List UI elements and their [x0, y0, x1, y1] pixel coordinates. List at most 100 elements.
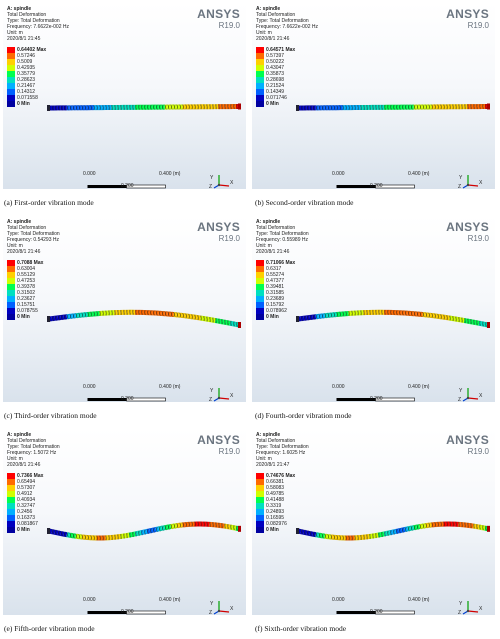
mesh-line	[90, 311, 93, 317]
legend-swatch	[256, 284, 264, 290]
mesh-line	[475, 524, 478, 530]
legend-value: 0 Min	[17, 101, 30, 107]
legend-value: 0.23689	[266, 296, 285, 302]
viewport[interactable]: A: spindle Total Deformation Type: Total D…	[252, 216, 495, 402]
mesh-line	[226, 320, 229, 326]
mesh-line	[220, 319, 223, 325]
mesh-line	[134, 531, 137, 537]
spindle-model[interactable]	[252, 429, 495, 615]
viewport[interactable]: A: spindle Total Deformation Type: Total D…	[3, 216, 246, 402]
legend-entry: 0.4912	[7, 491, 43, 497]
legend-swatch	[7, 491, 15, 497]
mesh-line	[218, 104, 220, 110]
legend-value: 0.50222	[266, 59, 285, 65]
mesh-line	[158, 526, 161, 532]
mesh-line	[472, 104, 475, 110]
mesh-line	[185, 313, 188, 319]
legend-swatch	[7, 485, 15, 491]
viewport[interactable]: A: spindle Total Deformation Type: Total D…	[3, 3, 246, 189]
spindle-segment	[478, 320, 483, 327]
spindle-model[interactable]	[252, 3, 495, 189]
ansys-logo: ANSYS R19.0	[446, 221, 489, 244]
mesh-line	[203, 315, 206, 322]
legend-entry: 0.16595	[256, 515, 295, 521]
spindle-model[interactable]	[252, 216, 495, 402]
viewport[interactable]: A: spindle Total Deformation Type: Total D…	[252, 3, 495, 189]
legend-entry: 0.5009	[7, 59, 46, 65]
mesh-line	[351, 310, 354, 316]
mesh-line	[306, 315, 309, 321]
panel-caption: (d) Fourth-order vibration mode	[255, 411, 352, 420]
legend-entry: 0.23627	[7, 296, 43, 302]
mesh-line	[348, 105, 351, 111]
mesh-line	[140, 309, 143, 315]
mesh-line	[66, 105, 69, 111]
mesh-line	[404, 310, 407, 316]
triad-icon: YZ X	[458, 388, 483, 402]
mesh-line	[464, 104, 466, 110]
mesh-line	[203, 104, 206, 110]
viewport[interactable]: A: spindle Total Deformation Type: Total D…	[3, 429, 246, 615]
header-title: A: spindle	[7, 6, 32, 12]
legend-value: 0.41488	[266, 497, 285, 503]
spindle-end	[47, 105, 50, 111]
mesh-line	[401, 310, 404, 316]
spindle-end	[487, 322, 490, 328]
legend-value: 0.47253	[17, 278, 36, 284]
spindle-model[interactable]	[3, 216, 246, 402]
mesh-line	[452, 521, 455, 527]
header-freq: Frequency: 7.6622e-002 Hz	[7, 24, 69, 30]
scale-seg-dark	[336, 611, 376, 614]
mesh-line	[300, 105, 303, 111]
mesh-line	[449, 104, 452, 110]
spindle-model[interactable]	[3, 3, 246, 189]
mesh-line	[170, 311, 173, 317]
legend-swatch	[256, 473, 264, 479]
legend-swatch	[256, 71, 264, 77]
mesh-line	[413, 311, 416, 317]
triad-origin	[217, 396, 221, 400]
spindle-model[interactable]	[3, 429, 246, 615]
mesh-line	[102, 310, 105, 316]
mesh-line	[99, 310, 102, 317]
mesh-line	[306, 105, 309, 111]
legend-entry: 0 Min	[256, 314, 295, 320]
triad-y-label: Y	[210, 388, 214, 394]
mesh-line	[84, 312, 87, 318]
mesh-line	[333, 105, 336, 111]
panel-caption: (f) Sixth-order vibration mode	[255, 624, 347, 633]
legend-swatch	[256, 527, 264, 533]
viewport[interactable]: A: spindle Total Deformation Type: Total D…	[252, 429, 495, 615]
mesh-line	[128, 309, 131, 315]
legend-entry: 0.50222	[256, 59, 295, 65]
legend-value: 0.14312	[17, 89, 36, 95]
mesh-line	[467, 104, 469, 110]
mesh-line	[143, 309, 146, 316]
x-axis-arrow	[467, 610, 479, 613]
mesh-line	[158, 310, 161, 316]
panel-caption: (b) Second-order vibration mode	[255, 198, 354, 207]
mesh-line	[419, 104, 422, 110]
mesh-line	[300, 316, 303, 322]
legend-swatch	[7, 47, 15, 53]
spindle-end	[238, 322, 241, 328]
mesh-line	[176, 312, 179, 318]
mesh-line	[401, 104, 404, 110]
mesh-line	[321, 313, 324, 319]
header-type: Total Deformation	[7, 438, 47, 444]
spindle-segment	[57, 530, 62, 536]
spindle-segment	[223, 319, 228, 326]
spindle-segment	[481, 525, 486, 531]
mesh-line	[377, 104, 380, 110]
result-panel: A: spindle Total Deformation Type: Total D…	[252, 216, 495, 402]
mesh-line	[140, 530, 143, 536]
scale-bar	[87, 390, 167, 402]
scale-label-left: 0.000	[332, 597, 345, 603]
legend-value: 0.63004	[17, 266, 36, 272]
